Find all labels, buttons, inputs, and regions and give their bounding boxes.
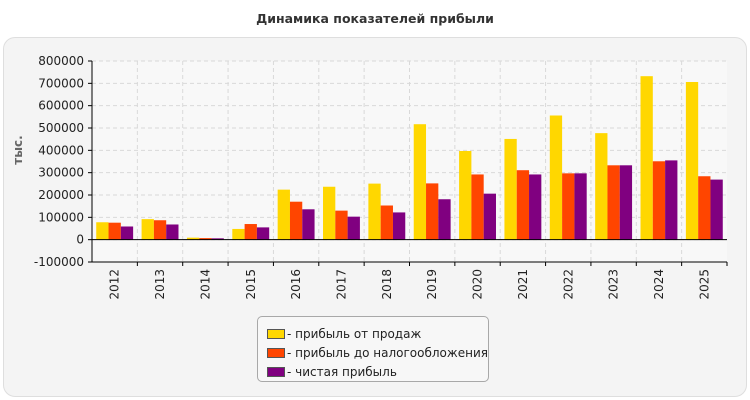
bar-чистая-прибыль-2019	[438, 199, 451, 240]
bar-прибыль-до-налогообложения-2021	[516, 170, 530, 240]
bar-прибыль-от-продаж-2016	[277, 189, 290, 240]
bar-прибыль-до-налогообложения-2017	[335, 210, 348, 240]
y-tick-label: 100000	[38, 210, 84, 224]
bar-чистая-прибыль-2020	[483, 193, 496, 240]
legend-label-net-profit: - чистая прибыль	[287, 364, 397, 379]
x-tick-label: 2021	[516, 269, 530, 300]
bar-прибыль-от-продаж-2021	[504, 138, 517, 240]
x-tick-label: 2017	[334, 269, 348, 300]
bar-прибыль-до-налогообложения-2023	[607, 165, 620, 240]
bar-чистая-прибыль-2012	[120, 226, 134, 240]
legend: - прибыль от продаж - прибыль до налогоо…	[257, 316, 489, 382]
bar-прибыль-от-продаж-2022	[549, 115, 563, 240]
bar-прибыль-до-налогообложения-2014	[199, 238, 212, 240]
bar-чистая-прибыль-2025	[710, 179, 723, 240]
bar-чистая-прибыль-2023	[619, 165, 633, 240]
x-tick-label: 2014	[198, 269, 212, 300]
bar-прибыль-до-налогообложения-2019	[426, 183, 439, 240]
bar-прибыль-от-продаж-2020	[459, 151, 472, 240]
x-tick-label: 2025	[697, 269, 711, 300]
bar-чистая-прибыль-2022	[574, 173, 587, 240]
bar-прибыль-до-налогообложения-2012	[108, 222, 121, 240]
bar-прибыль-до-налогообложения-2015	[244, 224, 257, 240]
chart-title: Динамика показателей прибыли	[256, 11, 494, 26]
bar-прибыль-от-продаж-2025	[685, 81, 699, 240]
bar-прибыль-до-налогообложения-2022	[562, 173, 575, 240]
legend-item-pretax-profit: - прибыль до налогообложения	[267, 343, 488, 362]
legend-item-sales-profit: - прибыль от продаж	[267, 324, 488, 343]
bar-прибыль-от-продаж-2017	[323, 186, 336, 240]
bar-чистая-прибыль-2014	[211, 238, 224, 240]
bar-прибыль-от-продаж-2024	[640, 76, 653, 240]
bar-прибыль-от-продаж-2014	[186, 237, 200, 240]
y-tick-label: 200000	[38, 188, 84, 202]
bar-прибыль-до-налогообложения-2025	[698, 176, 711, 240]
x-tick-label: 2016	[289, 269, 303, 300]
bar-чистая-прибыль-2018	[392, 212, 406, 240]
legend-label-sales-profit: - прибыль от продаж	[287, 326, 422, 341]
y-tick-label: -100000	[34, 255, 84, 269]
bar-прибыль-от-продаж-2012	[96, 222, 109, 240]
y-tick-label: 0	[76, 233, 84, 247]
bar-чистая-прибыль-2024	[665, 160, 678, 240]
legend-swatch-pretax-profit	[267, 347, 285, 358]
bar-чистая-прибыль-2016	[302, 209, 315, 240]
x-tick-label: 2020	[471, 269, 485, 300]
x-tick-label: 2012	[108, 269, 122, 300]
legend-item-net-profit: - чистая прибыль	[267, 362, 488, 381]
bar-прибыль-от-продаж-2019	[413, 124, 427, 240]
x-tick-label: 2013	[153, 269, 167, 300]
y-tick-label: 500000	[38, 121, 84, 135]
bar-прибыль-от-продаж-2018	[368, 183, 381, 240]
bar-прибыль-от-продаж-2023	[595, 133, 608, 240]
y-tick-label: 600000	[38, 99, 84, 113]
x-tick-label: 2022	[561, 269, 575, 300]
y-axis-label: тыс.	[11, 135, 25, 164]
bar-чистая-прибыль-2021	[529, 174, 542, 240]
bar-прибыль-до-налогообложения-2020	[471, 174, 484, 240]
y-tick-label: 400000	[38, 143, 84, 157]
bar-чистая-прибыль-2017	[347, 216, 360, 240]
x-tick-label: 2023	[607, 269, 621, 300]
bar-прибыль-до-налогообложения-2024	[652, 161, 666, 240]
bar-прибыль-до-налогообложения-2013	[153, 220, 167, 240]
legend-label-pretax-profit: - прибыль до налогообложения	[287, 345, 488, 360]
x-tick-label: 2024	[652, 269, 666, 300]
x-tick-label: 2018	[380, 269, 394, 300]
x-tick-label: 2015	[244, 269, 258, 300]
y-tick-label: 300000	[38, 166, 84, 180]
bar-чистая-прибыль-2013	[166, 224, 179, 240]
x-tick-label: 2019	[425, 269, 439, 300]
y-tick-label: 800000	[38, 54, 84, 68]
bar-чистая-прибыль-2015	[256, 227, 270, 240]
legend-swatch-sales-profit	[267, 328, 285, 339]
bar-прибыль-от-продаж-2013	[141, 219, 154, 240]
y-tick-label: 700000	[38, 76, 84, 90]
legend-swatch-net-profit	[267, 366, 285, 377]
bar-прибыль-до-налогообложения-2018	[380, 205, 393, 240]
bar-прибыль-от-продаж-2015	[232, 228, 245, 240]
bar-прибыль-до-налогообложения-2016	[289, 201, 303, 240]
